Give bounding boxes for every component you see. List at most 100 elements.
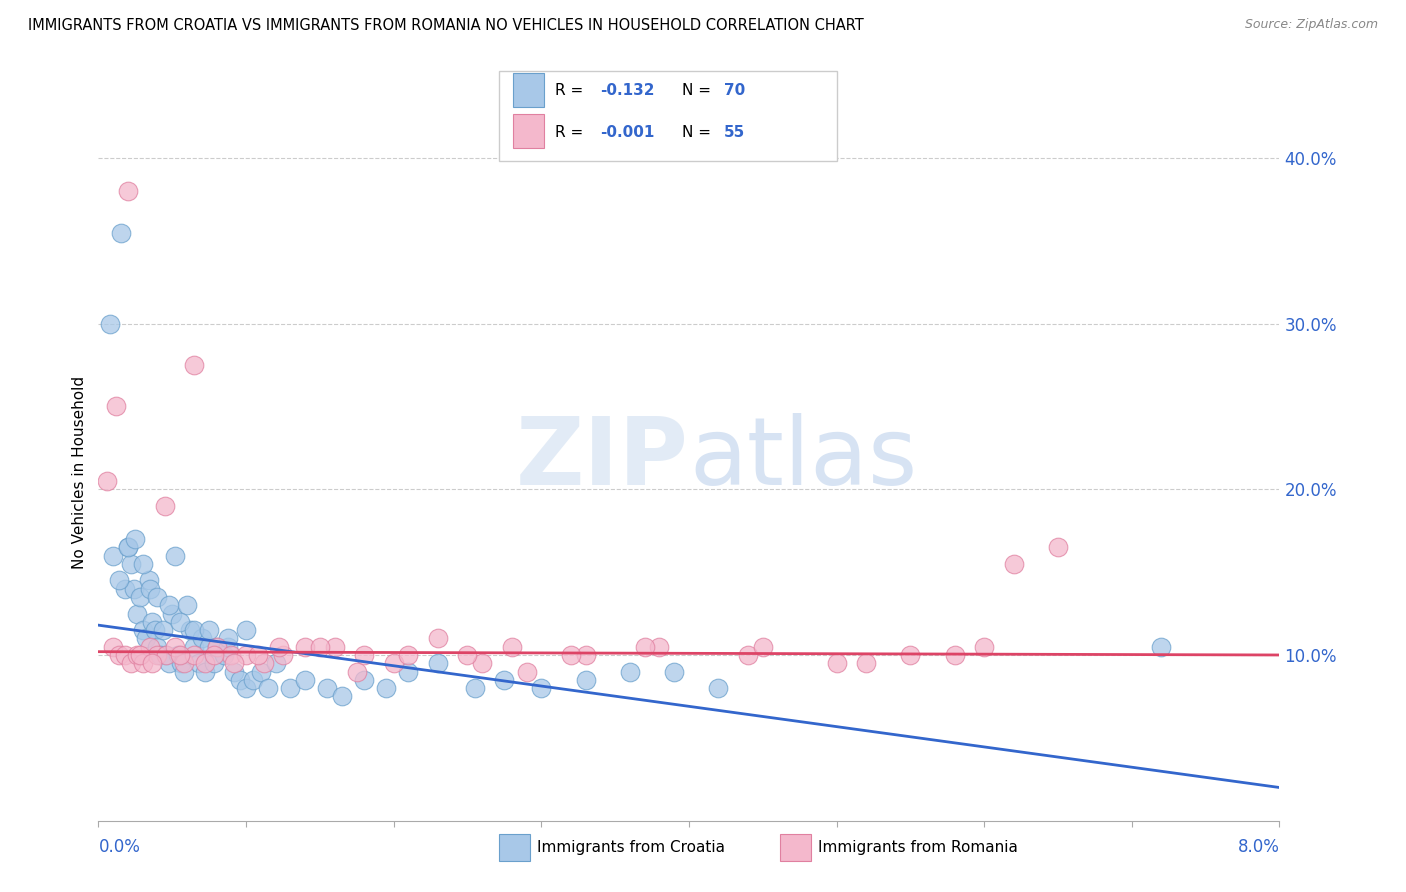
Point <box>515 665 537 679</box>
Point <box>396 648 419 662</box>
Point <box>139 640 162 654</box>
Point <box>308 640 332 654</box>
Point <box>250 665 273 679</box>
Point <box>179 623 201 637</box>
Point <box>105 400 128 414</box>
Point <box>471 657 494 671</box>
Point <box>235 648 257 662</box>
Point <box>375 681 398 695</box>
Point <box>202 648 225 662</box>
Text: N =: N = <box>682 84 716 98</box>
Point <box>98 317 121 331</box>
Point <box>212 648 235 662</box>
Point <box>117 541 139 555</box>
Point <box>169 615 191 629</box>
Point <box>235 623 257 637</box>
Point <box>825 657 848 671</box>
Point <box>122 582 145 596</box>
Point <box>146 648 169 662</box>
Point <box>198 623 221 637</box>
Point <box>120 557 142 571</box>
Point <box>190 632 214 646</box>
Point <box>187 657 209 671</box>
Point <box>1002 557 1025 571</box>
Point <box>294 673 316 687</box>
Point <box>560 648 582 662</box>
Point <box>146 640 169 654</box>
Point <box>120 657 142 671</box>
Point <box>855 657 877 671</box>
Point <box>278 681 301 695</box>
Point <box>153 499 176 513</box>
Point <box>294 640 316 654</box>
Point <box>132 623 155 637</box>
Point <box>183 358 205 372</box>
Y-axis label: No Vehicles in Household: No Vehicles in Household <box>72 376 87 569</box>
Point <box>173 657 195 671</box>
Point <box>330 690 353 704</box>
Point <box>194 657 217 671</box>
Point <box>664 665 686 679</box>
Point <box>173 665 195 679</box>
Text: IMMIGRANTS FROM CROATIA VS IMMIGRANTS FROM ROMANIA NO VEHICLES IN HOUSEHOLD CORR: IMMIGRANTS FROM CROATIA VS IMMIGRANTS FR… <box>28 18 863 33</box>
Point <box>1150 640 1173 654</box>
Point <box>353 673 375 687</box>
Point <box>246 648 269 662</box>
Point <box>146 590 169 604</box>
Point <box>224 665 246 679</box>
Point <box>183 623 205 637</box>
Point <box>141 615 163 629</box>
Point <box>155 648 177 662</box>
Text: -0.132: -0.132 <box>600 84 655 98</box>
Point <box>128 590 150 604</box>
Point <box>162 607 183 621</box>
Point <box>114 648 136 662</box>
Point <box>138 574 160 588</box>
Point <box>219 648 242 662</box>
Point <box>323 640 346 654</box>
Text: Immigrants from Croatia: Immigrants from Croatia <box>537 840 725 855</box>
Point <box>132 657 155 671</box>
Point <box>141 657 163 671</box>
Point <box>108 574 131 588</box>
Point <box>396 665 419 679</box>
Point <box>257 681 280 695</box>
Point <box>426 657 449 671</box>
Point <box>353 648 375 662</box>
Text: Source: ZipAtlas.com: Source: ZipAtlas.com <box>1244 18 1378 31</box>
Point <box>737 648 759 662</box>
Text: 70: 70 <box>724 84 745 98</box>
Point <box>426 632 449 646</box>
Point <box>124 532 146 546</box>
Point <box>456 648 478 662</box>
Point <box>165 640 187 654</box>
Point <box>149 648 172 662</box>
Point <box>114 582 136 596</box>
Point <box>155 648 177 662</box>
Point <box>271 648 294 662</box>
Point <box>108 648 131 662</box>
Point <box>117 184 139 198</box>
Text: N =: N = <box>682 125 716 139</box>
Text: R =: R = <box>555 125 589 139</box>
Point <box>198 640 221 654</box>
Point <box>165 549 187 563</box>
Text: 55: 55 <box>724 125 745 139</box>
Point <box>110 226 132 240</box>
Point <box>205 640 228 654</box>
Point <box>264 657 287 671</box>
Point <box>464 681 486 695</box>
Point <box>167 648 190 662</box>
Point <box>530 681 553 695</box>
Point <box>943 648 966 662</box>
Point <box>574 648 596 662</box>
Point <box>619 665 641 679</box>
Point <box>707 681 730 695</box>
Text: 8.0%: 8.0% <box>1237 838 1279 856</box>
Point <box>183 640 205 654</box>
Point <box>132 557 155 571</box>
Point <box>205 640 228 654</box>
Point <box>103 549 125 563</box>
Point <box>1046 541 1069 555</box>
Point <box>648 640 671 654</box>
